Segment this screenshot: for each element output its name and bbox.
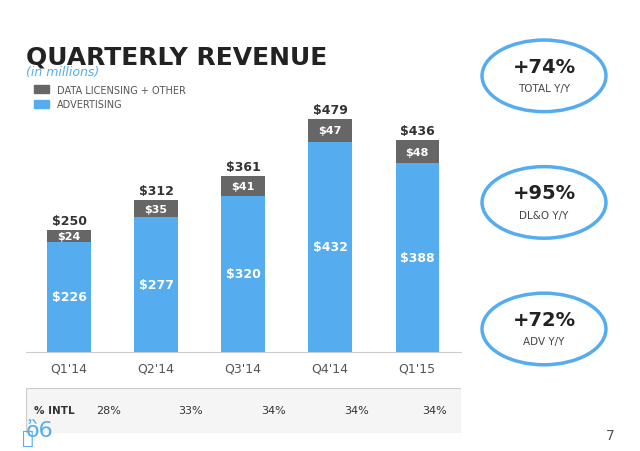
Bar	[134, 217, 178, 352]
Text: $432: $432	[313, 241, 348, 253]
Text: +95%: +95%	[513, 184, 575, 202]
Bar	[221, 197, 265, 352]
Text: 34%: 34%	[422, 405, 447, 415]
Bar	[308, 143, 352, 352]
Text: $47: $47	[319, 126, 342, 136]
Text: 28%: 28%	[96, 405, 121, 415]
Text: DL&O Y/Y: DL&O Y/Y	[519, 210, 569, 220]
Text: $41: $41	[232, 182, 255, 192]
Bar	[396, 141, 439, 164]
Bar	[134, 201, 178, 217]
Text: ὂ6: ὂ6	[26, 420, 53, 440]
Text: 34%: 34%	[344, 405, 369, 415]
Text: % INTL: % INTL	[35, 405, 75, 415]
Text: +74%: +74%	[513, 57, 575, 76]
Text: 33%: 33%	[179, 405, 204, 415]
Legend: DATA LICENSING + OTHER, ADVERTISING: DATA LICENSING + OTHER, ADVERTISING	[31, 82, 189, 114]
Text: TOTAL Y/Y: TOTAL Y/Y	[518, 84, 570, 94]
Text: +72%: +72%	[513, 310, 575, 329]
Text: $48: $48	[406, 147, 429, 157]
Text: $479: $479	[313, 104, 348, 117]
Text: $226: $226	[52, 290, 86, 304]
Text: 34%: 34%	[261, 405, 286, 415]
Text: $436: $436	[400, 124, 435, 138]
Bar	[47, 242, 91, 352]
Text: 7: 7	[605, 428, 614, 442]
Bar	[308, 120, 352, 143]
Bar	[396, 164, 439, 352]
Text: $250: $250	[52, 215, 86, 228]
Text: 🐦: 🐦	[22, 428, 34, 447]
Text: (in millions): (in millions)	[26, 65, 99, 78]
Text: $277: $277	[139, 278, 173, 291]
Text: $361: $361	[226, 161, 260, 174]
Text: $320: $320	[226, 268, 260, 281]
Text: $312: $312	[139, 185, 173, 198]
Text: QUARTERLY REVENUE: QUARTERLY REVENUE	[26, 45, 327, 69]
Text: $388: $388	[400, 251, 435, 264]
Text: ADV Y/Y: ADV Y/Y	[524, 336, 564, 346]
Bar	[47, 230, 91, 242]
Text: $24: $24	[58, 231, 81, 241]
Bar	[221, 177, 265, 197]
FancyBboxPatch shape	[26, 388, 461, 433]
Text: $35: $35	[145, 204, 168, 214]
